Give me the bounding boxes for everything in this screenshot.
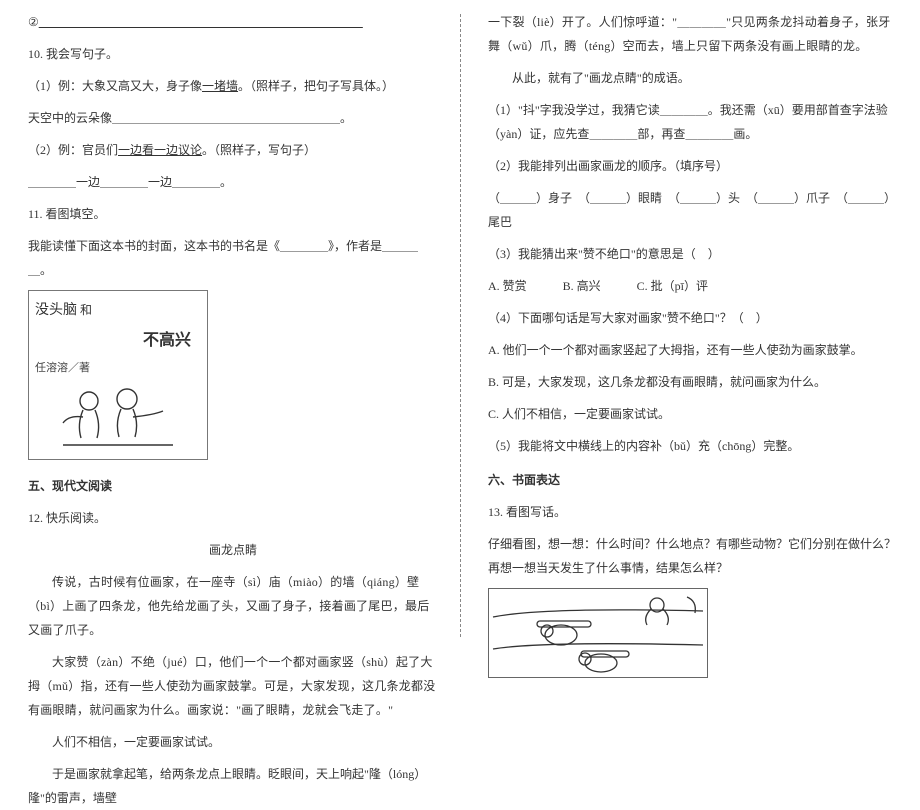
sub-question-5: （5）我能将文中横线上的内容补（bǔ）充（chōng）完整。	[488, 434, 898, 458]
story-para-2: 大家赞（zàn）不绝（jué）口，他们一个一个都对画家竖（shù）起了大拇（mǔ…	[28, 650, 438, 722]
story-para-4: 于是画家就拿起笔，给两条龙点上眼睛。眨眼间，天上响起"隆（lóng）隆"的雷声，…	[28, 762, 438, 810]
story-para-6: 从此，就有了"画龙点睛"的成语。	[488, 66, 898, 90]
question-10: 10. 我会写句子。	[28, 42, 438, 66]
book-title-line: 没头脑 和	[35, 297, 201, 325]
story-title: 画龙点睛	[28, 538, 438, 562]
circled-2-prefix: ②	[28, 15, 39, 29]
q10-sky-sentence: 天空中的云朵像＿＿＿＿＿＿＿＿＿＿＿＿＿＿＿＿＿＿＿。	[28, 106, 438, 130]
sub-question-2-blanks: （＿＿＿）身子 （＿＿＿）眼睛 （＿＿＿）头 （＿＿＿）爪子 （＿＿＿）尾巴	[488, 186, 898, 234]
option-c: C. 人们不相信，一定要画家试试。	[488, 402, 898, 426]
q10-sub1: （1）例：大象又高又大，身子像一堵墙。（照样子，把句子写具体。）	[28, 74, 438, 98]
book-cover: 没头脑 和 不高兴 任溶溶／著	[28, 290, 208, 460]
book-title-part2: 不高兴	[143, 325, 191, 357]
book-author: 任溶溶／著	[35, 357, 201, 379]
circled-2-blank: ②＿＿＿＿＿＿＿＿＿＿＿＿＿＿＿＿＿＿＿＿＿＿＿＿＿＿＿	[28, 10, 438, 34]
sub-question-1: （1）"抖"字我没学过，我猜它读＿＿＿＿。我还需（xū）要用部首查字法验（yàn…	[488, 98, 898, 146]
animals-river-icon	[491, 591, 705, 675]
right-column: 一下裂（liè）开了。人们惊呼道："＿＿＿＿"只见两条龙抖动着身子，张牙舞（wǔ…	[460, 0, 920, 651]
column-divider	[460, 14, 461, 637]
q13-statement: 仔细看图，想一想：什么时间？什么地点？有哪些动物？它们分别在做什么？再想一想当天…	[488, 532, 898, 580]
option-a: A. 他们一个一个都对画家竖起了大拇指，还有一些人使劲为画家鼓掌。	[488, 338, 898, 362]
story-para-3: 人们不相信，一定要画家试试。	[28, 730, 438, 754]
q10-sub2: （2）例：官员们一边看一边议论。（照样子，写句子）	[28, 138, 438, 162]
blank-line-2: ＿＿＿＿＿＿＿＿＿＿＿＿＿＿＿＿＿＿＿＿＿＿＿＿＿＿＿	[39, 15, 363, 29]
q10-2-suffix: 。（照样子，写句子）	[202, 143, 316, 157]
writing-illustration	[488, 588, 708, 678]
q10-1-prefix: （1）例：大象又高又大，身子像	[28, 79, 202, 93]
section-6-heading: 六、书面表达	[488, 468, 898, 492]
sub-question-4: （4）下面哪句话是写大家对画家"赞不绝口"？（ ）	[488, 306, 898, 330]
story-para-1: 传说，古时候有位画家，在一座寺（sì）庙（miào）的墙（qiáng）壁（bì）…	[28, 570, 438, 642]
question-12: 12. 快乐阅读。	[28, 506, 438, 530]
question-11: 11. 看图填空。	[28, 202, 438, 226]
book-title-he: 和	[80, 303, 92, 317]
q10-2-example: 一边看一边议论	[118, 143, 202, 157]
q10-2-prefix: （2）例：官员们	[28, 143, 118, 157]
sub-question-3-options: A. 赞赏 B. 高兴 C. 批（pī）评	[488, 274, 898, 298]
sub-question-3: （3）我能猜出来"赞不绝口"的意思是（ ）	[488, 242, 898, 266]
story-para-5: 一下裂（liè）开了。人们惊呼道："＿＿＿＿"只见两条龙抖动着身子，张牙舞（wǔ…	[488, 10, 898, 58]
q10-1-suffix: 。（照样子，把句子写具体。）	[238, 79, 394, 93]
q11-statement: 我能读懂下面这本书的封面，这本书的书名是《＿＿＿＿》，作者是＿＿＿＿。	[28, 234, 438, 282]
book-title-line2: 不高兴	[35, 325, 201, 357]
left-column: ②＿＿＿＿＿＿＿＿＿＿＿＿＿＿＿＿＿＿＿＿＿＿＿＿＿＿＿ 10. 我会写句子。 …	[0, 0, 460, 651]
option-b: B. 可是，大家发现，这几条龙都没有画眼睛，就问画家为什么。	[488, 370, 898, 394]
section-5-heading: 五、现代文阅读	[28, 474, 438, 498]
book-title-part1: 没头脑	[35, 303, 77, 318]
book-illustration	[43, 383, 193, 453]
question-13: 13. 看图写话。	[488, 500, 898, 524]
q10-blank-sentence: ＿＿＿＿一边＿＿＿＿一边＿＿＿＿。	[28, 170, 438, 194]
sub-question-2: （2）我能排列出画家画龙的顺序。（填序号）	[488, 154, 898, 178]
q10-1-example: 一堵墙	[202, 79, 238, 93]
